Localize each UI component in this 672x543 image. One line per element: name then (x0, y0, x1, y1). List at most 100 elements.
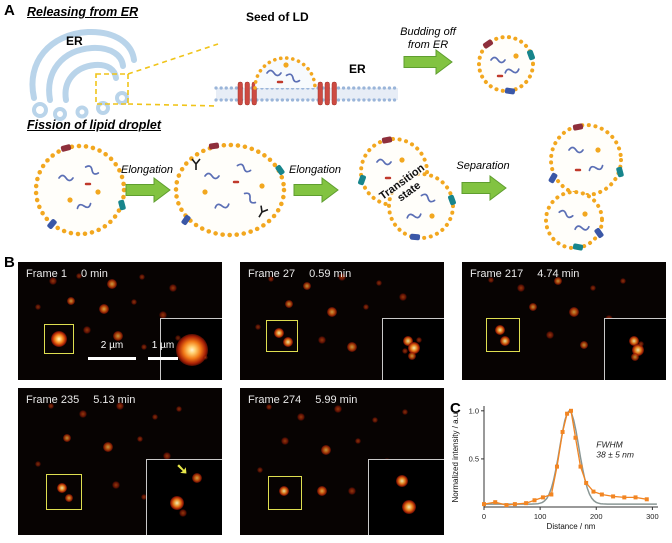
fluorescent-spot (137, 436, 144, 443)
fluorescent-spot (278, 485, 289, 496)
fluorescent-spot (553, 276, 562, 285)
fwhm-annotation: 38 ± 5 nm (596, 449, 634, 459)
fluorescent-spot (631, 344, 644, 356)
fluorescent-spot (47, 402, 54, 409)
x-tick-label: 0 (482, 512, 486, 521)
fluorescent-spot (628, 336, 639, 347)
data-point-marker (549, 492, 554, 497)
budded-lipid-droplet (477, 35, 536, 95)
fluorescent-spot (320, 444, 331, 455)
panel-b-letter: B (4, 254, 15, 271)
fluorescent-spot (580, 340, 589, 349)
fluorescent-spot (280, 436, 289, 445)
fission-droplet-1 (33, 143, 127, 237)
fluorescent-spot (401, 500, 416, 515)
elongation-arrow-1 (125, 177, 171, 203)
highlight-box (44, 324, 74, 354)
inset-view: ➘ (146, 459, 222, 535)
y-axis-label: Normalized intensity / a.u. (451, 410, 460, 502)
fluorescent-spot (112, 331, 123, 342)
fluorescent-spot (338, 273, 346, 282)
fluorescent-spot (151, 414, 158, 421)
fluorescent-spot (333, 404, 342, 413)
fluorescent-spot (162, 451, 171, 460)
fluorescent-spot (255, 323, 262, 330)
releasing-from-er-title: Releasing from ER (27, 5, 139, 19)
fluorescent-spot (303, 281, 312, 290)
frame-label: Frame 274 5.99 min (248, 394, 357, 406)
frame-time-label: 0 min (80, 268, 108, 280)
panel-c-letter: C (450, 400, 461, 417)
data-point-marker (512, 502, 517, 507)
separation-label: Separation (456, 160, 510, 172)
separated-droplets (544, 123, 625, 251)
data-point-marker (482, 502, 486, 507)
fission-droplet-elongated (173, 142, 287, 238)
fluorescent-spot (56, 482, 67, 493)
highlight-box (266, 320, 298, 352)
highlight-box (268, 476, 302, 510)
fwhm-annotation: FWHM (596, 439, 623, 449)
panel-a-letter: A (4, 2, 15, 19)
data-point-marker (573, 435, 578, 440)
frame-number-label: Frame 1 (26, 268, 67, 280)
fluorescent-spot (282, 337, 293, 348)
fluorescent-spot (141, 343, 148, 350)
micro-frame: Frame 1 0 min 2 µm 1 µm (18, 262, 222, 380)
fluorescent-spot (402, 336, 413, 347)
fluorescent-spot (179, 509, 188, 518)
fluorescent-spot (375, 280, 382, 287)
er-label: ER (66, 34, 83, 48)
frame-time-label: 5.13 min (93, 394, 136, 406)
data-point-marker (584, 480, 589, 485)
fluorescent-spot (48, 276, 57, 285)
fluorescent-spot (499, 336, 510, 347)
seed-of-ld-label: Seed of LD (246, 10, 309, 24)
data-point-marker (540, 495, 545, 500)
fluorescent-spot (363, 303, 370, 310)
fluorescent-spot (50, 330, 67, 347)
frame-time-label: 5.99 min (315, 394, 358, 406)
fluorescent-spot (176, 405, 183, 412)
fluorescent-spot (170, 495, 185, 510)
fluorescent-spot (637, 340, 644, 347)
frame-label: Frame 217 4.74 min (470, 268, 579, 280)
fluorescent-spot (67, 296, 76, 305)
fluorescent-spot (203, 354, 209, 360)
fluorescent-spot (158, 311, 167, 320)
frame-number-label: Frame 27 (248, 268, 296, 280)
fluorescent-spot (169, 283, 178, 292)
micro-frame: Frame 235 5.13 min ➘ (18, 388, 222, 535)
budding-arrow (403, 49, 453, 75)
fluorescent-spot (35, 461, 42, 468)
fluorescent-spot (284, 300, 293, 309)
fluorescent-spot (569, 306, 580, 317)
frame-number-label: Frame 274 (248, 394, 302, 406)
fluorescent-spot (79, 410, 88, 419)
panel-c: C 0 100 200 300 0.5 1.0 Distance / nm Normalize… (446, 390, 672, 543)
data-point-marker (611, 494, 616, 499)
fluorescent-spot (630, 353, 639, 362)
micro-frame: Frame 217 4.74 min (462, 262, 666, 380)
y-tick-label: 1.0 (469, 406, 479, 415)
data-point-marker (524, 501, 529, 506)
fluorescent-spot (494, 325, 505, 336)
data-point-marker (622, 495, 627, 500)
fluorescent-spot (139, 274, 146, 281)
scalebar (148, 357, 178, 360)
elongation-label-2: Elongation (289, 164, 341, 176)
data-point-marker (644, 497, 649, 502)
fluorescent-spot (102, 441, 113, 452)
fluorescent-spot (98, 304, 109, 315)
fluorescent-spot (83, 326, 92, 335)
elongation-label-1: Elongation (121, 164, 173, 176)
inset-view (604, 318, 666, 380)
fluorescent-spot (175, 334, 182, 341)
fluorescent-spot (399, 293, 408, 302)
fluorescent-spot (257, 467, 264, 474)
fluorescent-spot (111, 481, 120, 490)
fluorescent-spot (396, 475, 409, 488)
fluorescent-spot (267, 275, 274, 282)
fluorescent-spot (487, 276, 494, 283)
x-tick-label: 100 (534, 512, 547, 521)
